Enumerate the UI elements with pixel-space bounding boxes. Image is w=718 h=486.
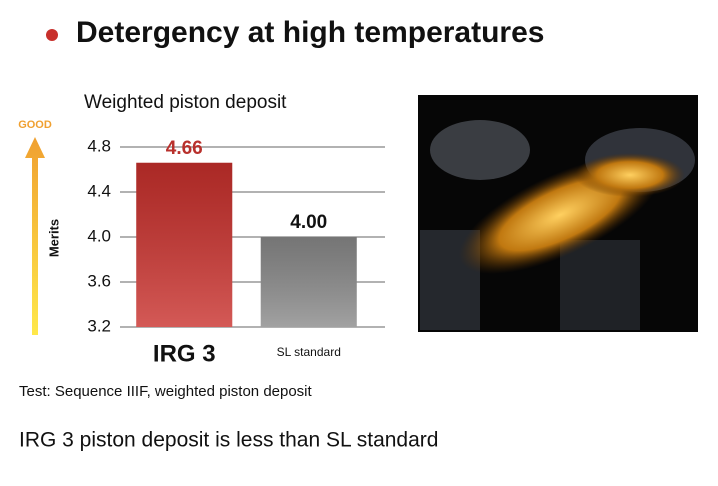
- x-tick-label: IRG 3: [153, 340, 216, 367]
- y-tick-label: 4.8: [87, 136, 111, 155]
- slide-title: Detergency at high temperatures: [76, 16, 544, 49]
- y-tick-label: 3.2: [87, 316, 111, 335]
- good-arrow: [25, 137, 45, 335]
- bar-shade: [260, 237, 357, 327]
- good-label: GOOD: [18, 119, 52, 131]
- y-tick-label: 4.4: [87, 181, 111, 200]
- piston-photo: [418, 95, 698, 332]
- y-tick-label: 3.6: [87, 271, 111, 290]
- value-label: 4.00: [290, 212, 327, 233]
- conclusion: IRG 3 piston deposit is less than SL sta…: [19, 429, 438, 452]
- y-tick-label: 4.0: [87, 226, 111, 245]
- note: Test: Sequence IIIF, weighted piston dep…: [19, 383, 313, 400]
- x-tick-label: SL standard: [277, 345, 341, 359]
- chart-title: Weighted piston deposit: [84, 92, 287, 113]
- value-label: 4.66: [166, 138, 203, 159]
- bullet: [46, 29, 58, 41]
- bar-shade: [136, 162, 233, 327]
- y-axis-label: Merits: [46, 219, 61, 257]
